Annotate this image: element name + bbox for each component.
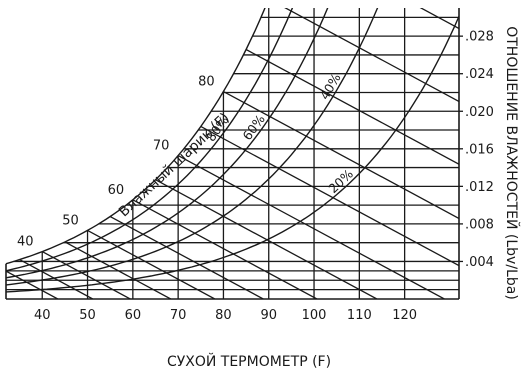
wet-bulb-label: 60	[108, 183, 125, 198]
x-tick-label: 70	[170, 308, 187, 323]
wet-bulb-line	[41, 251, 131, 299]
x-tick-label: 50	[79, 308, 96, 323]
wet-bulb-line	[245, 48, 459, 165]
x-tick-label: 100	[302, 308, 327, 323]
wet-bulb-line	[200, 125, 459, 267]
wet-bulb-line	[64, 241, 172, 299]
y-tick-label: .004	[465, 255, 494, 270]
wet-bulb-label: 40	[17, 235, 34, 250]
x-axis-label: СУХОЙ ТЕРМОМЕТР (F)	[167, 352, 331, 370]
rh-curve	[6, 8, 329, 279]
wetbulb-axis-label: Влажный шарик (F)	[116, 110, 233, 220]
x-tick-label: 110	[347, 308, 372, 323]
wet-bulb-line	[223, 90, 459, 220]
y-axis-label: ОТНОШЕНИЕ ВЛАЖНОСТЕЙ (Lbv/Lba)	[503, 26, 521, 300]
y-tick-label: .012	[465, 180, 494, 195]
wet-bulb-line	[155, 179, 378, 299]
saturation-curve	[6, 8, 266, 265]
wet-bulb-line	[284, 8, 459, 103]
wet-bulb-line	[132, 199, 318, 299]
y-tick-label: .028	[465, 30, 494, 45]
wet-bulb-label: 50	[62, 213, 79, 228]
wet-bulb-label: 70	[153, 139, 170, 154]
x-tick-label: 120	[392, 308, 417, 323]
y-tick-label: .024	[465, 67, 494, 82]
wet-bulb-line	[87, 229, 216, 299]
wet-bulb-label: 80	[198, 75, 215, 90]
rh-curve	[6, 8, 379, 286]
wet-bulb-line	[177, 154, 445, 299]
y-tick-label: .016	[465, 142, 494, 157]
x-tick-label: 90	[260, 308, 277, 323]
x-tick-label: 60	[125, 308, 142, 323]
x-tick-label: 80	[215, 308, 232, 323]
wet-bulb-line	[109, 215, 264, 299]
y-tick-label: .008	[465, 217, 494, 232]
x-tick-label: 40	[34, 308, 51, 323]
rh-curve	[6, 8, 294, 272]
rh-curve	[6, 14, 459, 293]
y-tick-label: .020	[465, 105, 494, 120]
wet-bulb-line	[19, 259, 94, 299]
